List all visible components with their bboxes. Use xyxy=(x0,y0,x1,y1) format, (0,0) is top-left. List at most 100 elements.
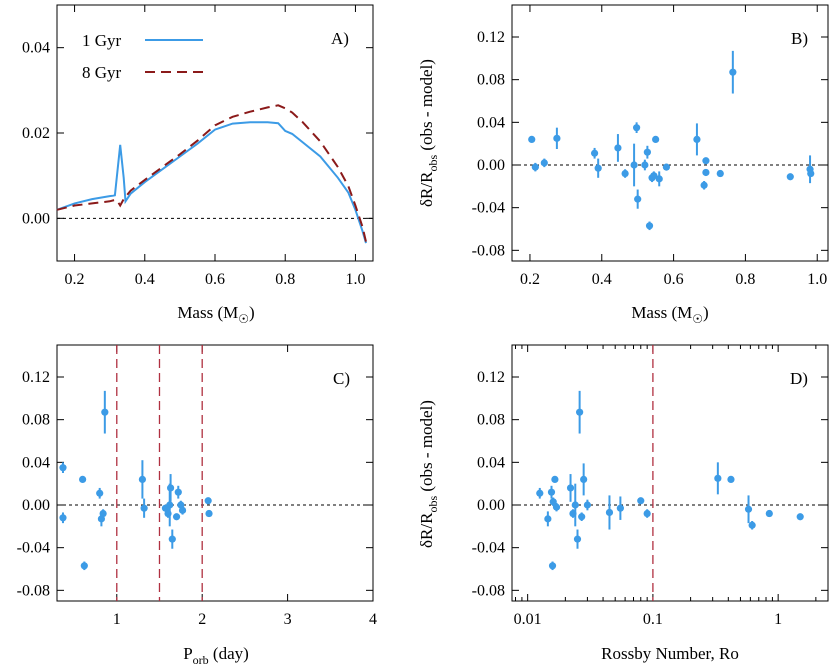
data-point xyxy=(553,134,561,142)
data-point xyxy=(693,135,701,143)
panel-a-xlabel-sub: ☉ xyxy=(238,312,249,326)
panel-a-xlabel-main: Mass (M xyxy=(177,303,238,322)
data-point xyxy=(807,169,815,178)
data-point xyxy=(590,149,599,157)
data-point xyxy=(552,503,561,511)
data-point xyxy=(580,475,588,483)
data-point xyxy=(641,161,649,169)
x-tick-label: 4 xyxy=(369,611,377,628)
panel-b-xlabel-end: ) xyxy=(703,303,709,322)
x-tick-label: 0.2 xyxy=(65,271,85,288)
data-point xyxy=(700,181,708,189)
data-point xyxy=(614,144,622,152)
x-tick-label: 0.4 xyxy=(592,271,612,288)
panel-b-ylabel-end: (obs - model) xyxy=(417,59,436,155)
series-line-8-gyr xyxy=(56,104,367,243)
panel-c-xlabel-main: P xyxy=(183,644,192,663)
data-point xyxy=(744,505,753,513)
panel-d-ylabel-sub: obs xyxy=(426,496,440,513)
data-point xyxy=(645,222,654,230)
data-point xyxy=(716,169,724,178)
panel-a-xlabel-end: ) xyxy=(249,303,255,322)
data-point xyxy=(637,497,645,505)
data-point xyxy=(727,475,735,483)
x-tick-label: 0.2 xyxy=(520,271,540,288)
y-tick-label: -0.08 xyxy=(17,582,50,599)
x-tick-label: 0.01 xyxy=(514,611,542,628)
data-point xyxy=(621,169,629,178)
data-point xyxy=(643,509,651,518)
panel-b-frame xyxy=(511,4,829,262)
panel-b: -0.08 -0.04 0.00 0.04 0.08 0.12 0.2 0.4 0.6 0.8 1.… xyxy=(417,4,829,326)
y-tick-label: -0.08 xyxy=(472,242,505,259)
data-point xyxy=(650,172,658,180)
data-point xyxy=(652,135,660,143)
panel-c-points xyxy=(59,390,213,571)
data-point xyxy=(594,164,602,172)
data-point xyxy=(531,163,539,171)
series-line-1-gyr xyxy=(56,121,367,244)
data-point xyxy=(571,501,579,509)
y-tick-label: 0.12 xyxy=(477,369,505,386)
y-tick-label: 0.00 xyxy=(477,497,505,514)
data-point xyxy=(573,535,582,543)
panel-b-ylabel-sub: obs xyxy=(426,155,440,172)
data-point xyxy=(140,504,148,512)
panel-a-legend: 1 Gyr 8 Gyr xyxy=(82,31,203,82)
data-point xyxy=(702,168,710,177)
data-point xyxy=(796,513,804,521)
x-tick-label: 1.0 xyxy=(345,271,365,288)
panel-c-tag: C) xyxy=(333,369,350,388)
panel-d-xlabel: Rossby Number, Ro xyxy=(601,644,739,663)
x-tick-label: 1 xyxy=(113,611,121,628)
data-point xyxy=(748,521,756,529)
y-tick-label: -0.04 xyxy=(472,540,505,557)
y-tick-label: 0.12 xyxy=(22,369,50,386)
data-point xyxy=(630,161,638,169)
data-point xyxy=(528,135,536,143)
data-point xyxy=(204,497,212,505)
data-point xyxy=(172,513,181,521)
y-tick-label: 0.02 xyxy=(22,125,50,142)
panel-d-ylabel: δR/Robs (obs - model) xyxy=(417,400,440,548)
panel-d-ticks: -0.08 -0.04 0.00 0.04 0.08 0.12 0.01 0.1 1 xyxy=(472,345,828,628)
data-point xyxy=(59,464,67,472)
x-tick-label: 0.8 xyxy=(275,271,295,288)
data-point xyxy=(662,163,671,171)
y-tick-label: 0.00 xyxy=(22,497,50,514)
panel-c-xlabel-end: (day) xyxy=(209,644,249,663)
panel-d-frame xyxy=(511,344,829,602)
panel-b-xlabel: Mass (M☉) xyxy=(631,303,708,326)
panel-a: 0.000.020.040.2 0.4 0.6 0.8 1.0 1 Gyr 8 Gyr … xyxy=(22,4,374,326)
x-tick-label: 2 xyxy=(198,611,206,628)
y-tick-label: 0.04 xyxy=(22,40,50,57)
data-point xyxy=(583,501,592,509)
panel-c-ticks: -0.08 -0.04 0.00 0.04 0.08 0.12 1 2 3 4 xyxy=(17,345,377,628)
panel-d-points xyxy=(536,390,804,571)
panel-a-lines xyxy=(56,104,367,244)
data-point xyxy=(578,513,586,521)
y-tick-label: 0.12 xyxy=(477,29,505,46)
x-tick-label: 0.1 xyxy=(643,611,663,628)
panel-b-points xyxy=(528,50,815,231)
data-point xyxy=(702,157,710,165)
data-point xyxy=(549,498,557,506)
y-tick-label: -0.04 xyxy=(472,200,505,217)
data-point xyxy=(168,535,176,543)
panel-b-ylabel: δR/Robs (obs - model) xyxy=(417,59,440,207)
panel-c-vlines xyxy=(116,345,203,601)
panel-b-xlabel-main: Mass (M xyxy=(631,303,692,322)
data-point xyxy=(138,475,147,483)
data-point xyxy=(634,195,642,203)
x-tick-label: 0.4 xyxy=(135,271,155,288)
data-point xyxy=(540,159,548,167)
panel-d-ylabel-main: δR/R xyxy=(417,512,436,548)
x-tick-label: 0.8 xyxy=(735,271,755,288)
legend-label-1gyr: 1 Gyr xyxy=(82,31,122,50)
data-point xyxy=(96,489,104,497)
data-point xyxy=(59,514,67,522)
data-point xyxy=(174,488,182,496)
y-tick-label: 0.04 xyxy=(22,454,50,471)
panel-a-ticks: 0.00 0.02 0.04 0.2 0.4 0.6 0.8 1.0 xyxy=(22,5,373,288)
